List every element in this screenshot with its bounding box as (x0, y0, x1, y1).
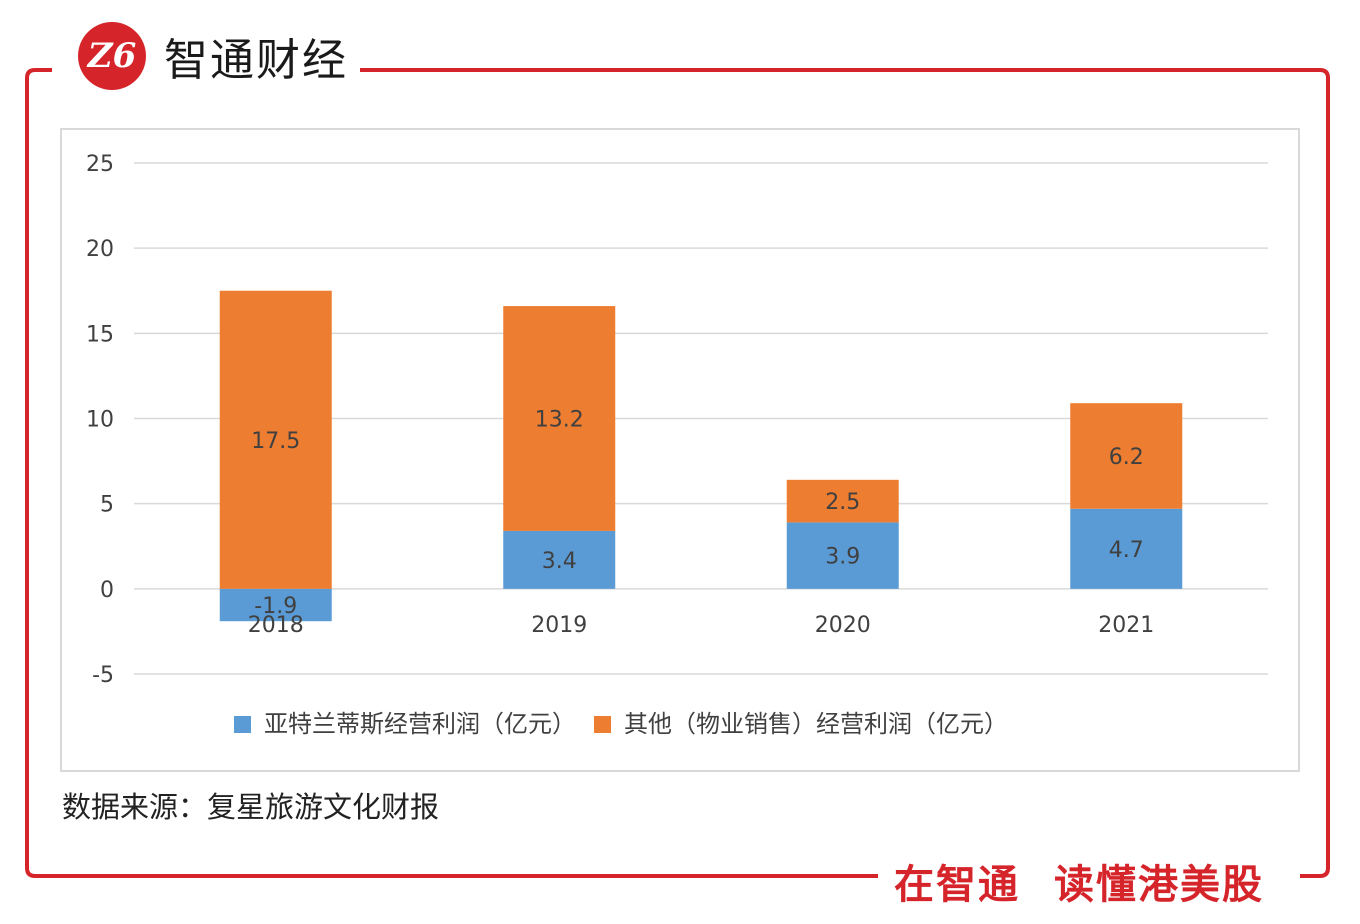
x-axis-ticks: 2018 2019 2020 2021 (248, 613, 1155, 638)
bar-atlantis-2021 (1070, 508, 1183, 589)
data-source-note: 数据来源：复星旅游文化财报 (62, 790, 440, 824)
brand-name: 智通财经 (164, 24, 360, 88)
legend-swatch-atlantis (234, 716, 251, 733)
data-label: 2.5 (825, 490, 860, 515)
y-tick-label: 0 (100, 578, 114, 603)
bar-other-2018 (219, 290, 332, 589)
bars (219, 290, 1183, 622)
y-tick-label: 15 (86, 322, 114, 347)
y-tick-label: 20 (86, 237, 114, 262)
y-axis-ticks: 25 20 15 10 5 0 -5 (86, 152, 114, 688)
x-tick-label: 2020 (815, 613, 871, 638)
y-tick-label: 10 (86, 408, 114, 433)
data-label: -1.9 (254, 594, 297, 619)
legend-label-atlantis: 亚特兰蒂斯经营利润（亿元） (264, 710, 576, 738)
stacked-bar-chart: 25 20 15 10 5 0 -5 2018 2019 2020 2021 -1.9 17.5 3.… (86, 152, 1268, 738)
bar-other-2020 (786, 479, 899, 523)
y-tick-label: 5 (100, 493, 114, 518)
chart-container: 25 20 15 10 5 0 -5 2018 2019 2020 2021 -1.9 17.5 3.… (60, 128, 1300, 772)
legend-swatch-other (594, 716, 611, 733)
x-tick-label: 2018 (248, 613, 304, 638)
bar-other-2021 (1070, 403, 1183, 509)
slogan-part1: 在智通 (894, 862, 1020, 908)
bar-atlantis-2020 (786, 522, 899, 589)
y-tick-label: -5 (92, 663, 114, 688)
x-tick-label: 2019 (531, 613, 587, 638)
data-label: 13.2 (535, 408, 584, 433)
x-tick-label: 2021 (1098, 613, 1154, 638)
brand-header: Z6 智通财经 (78, 22, 360, 90)
brand-logo-icon: Z6 (78, 22, 146, 90)
slogan-part2: 读懂港美股 (1054, 862, 1264, 908)
data-label: 4.7 (1109, 538, 1144, 563)
data-labels: -1.9 17.5 3.4 13.2 3.9 2.5 4.7 6.2 (251, 408, 1143, 620)
data-label: 6.2 (1109, 445, 1144, 470)
legend-label-other: 其他（物业销售）经营利润（亿元） (624, 710, 1008, 738)
bar-atlantis-2018 (219, 588, 332, 622)
data-label: 3.9 (825, 545, 860, 570)
bar-other-2019 (503, 306, 616, 531)
slogan: 在智通 读懂港美股 (878, 852, 1280, 910)
data-label: 17.5 (251, 429, 300, 454)
data-label: 3.4 (542, 549, 577, 574)
y-tick-label: 25 (86, 152, 114, 177)
bar-atlantis-2019 (503, 530, 616, 589)
legend: 亚特兰蒂斯经营利润（亿元） 其他（物业销售）经营利润（亿元） (234, 710, 1008, 738)
